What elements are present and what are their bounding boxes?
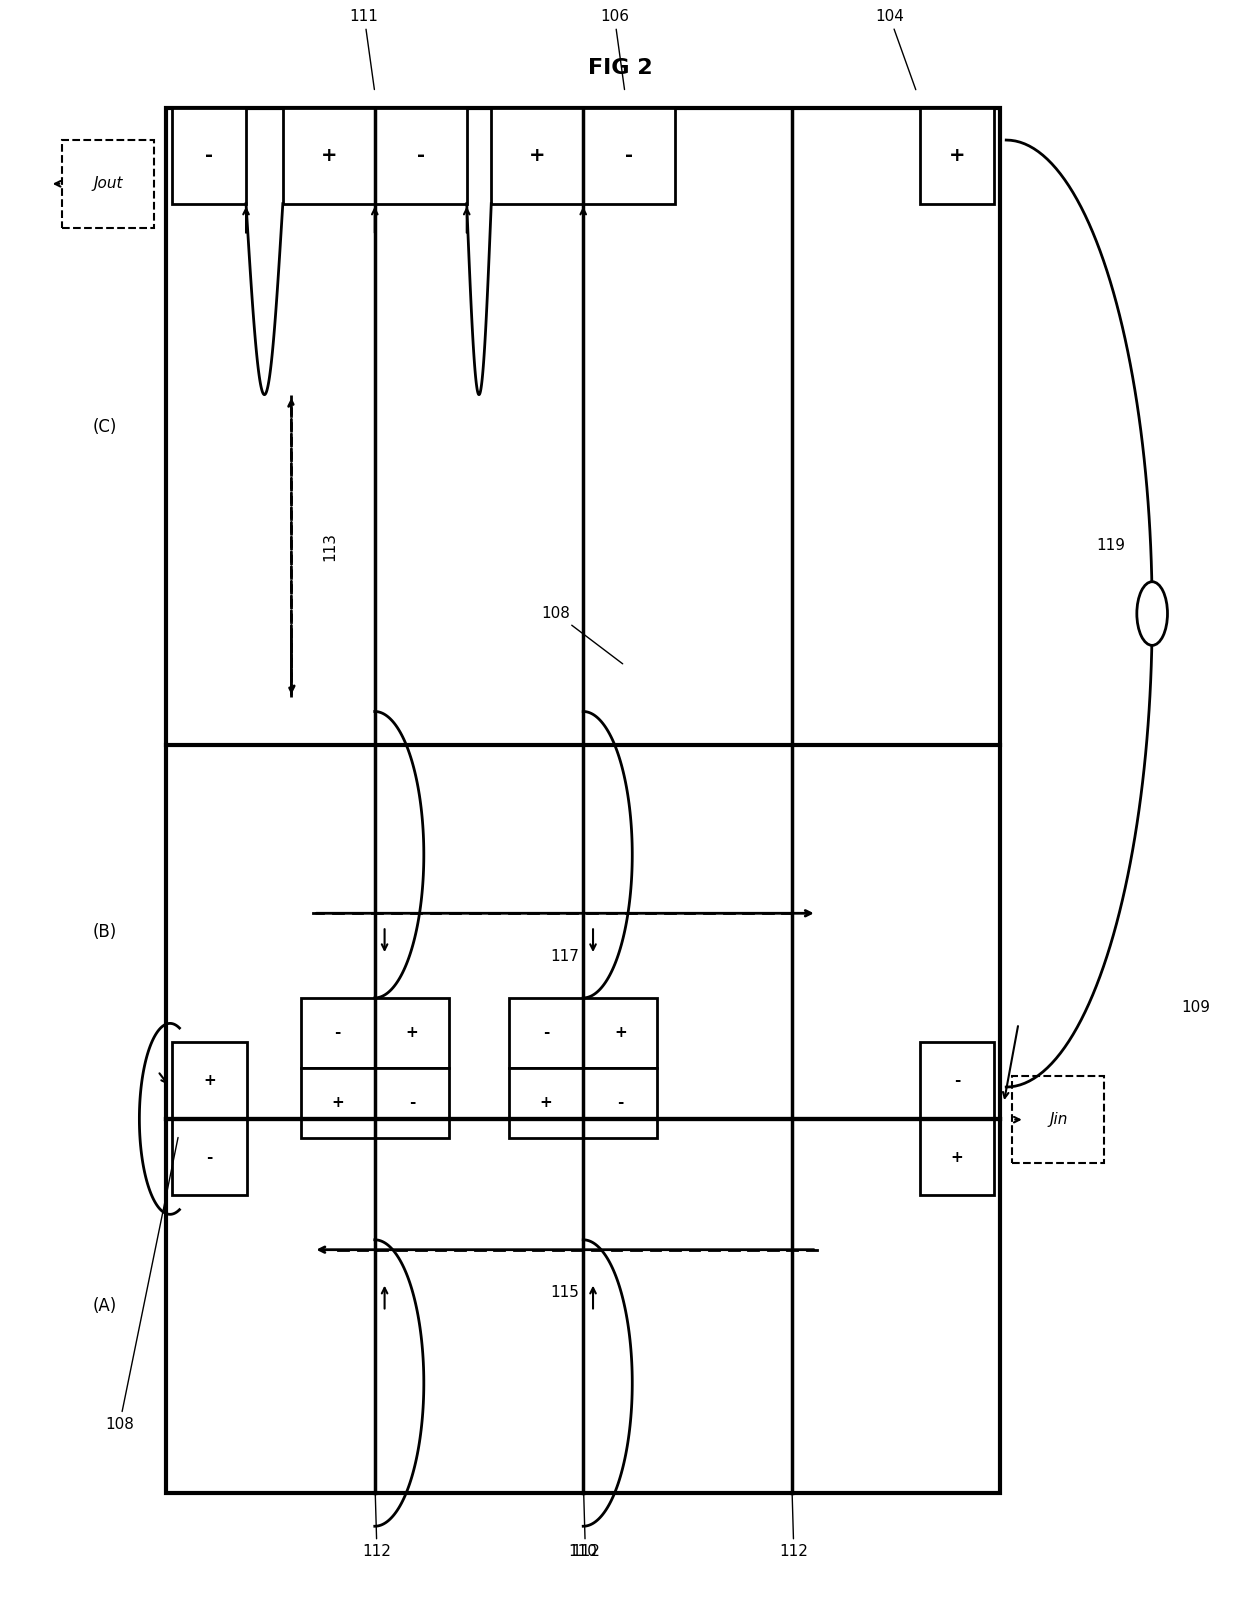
Text: -: -: [417, 147, 425, 166]
Bar: [374, 108, 466, 203]
Text: 112: 112: [362, 1479, 392, 1559]
Text: +: +: [331, 1095, 343, 1110]
Bar: [172, 1120, 247, 1195]
Bar: [172, 108, 246, 203]
Text: 117: 117: [551, 949, 579, 963]
Text: Jin: Jin: [1049, 1112, 1068, 1128]
Text: -: -: [954, 1073, 960, 1087]
Text: 119: 119: [1096, 538, 1125, 553]
Bar: [172, 1042, 247, 1120]
Bar: [583, 108, 675, 203]
Text: +: +: [951, 1150, 963, 1165]
Text: -: -: [618, 1095, 624, 1110]
Bar: [300, 997, 374, 1068]
Text: -: -: [206, 147, 213, 166]
Text: +: +: [614, 1026, 626, 1041]
Bar: [510, 997, 583, 1068]
Text: (A): (A): [93, 1297, 117, 1315]
Text: -: -: [409, 1095, 415, 1110]
Text: 113: 113: [322, 532, 337, 561]
Text: 111: 111: [350, 8, 378, 90]
Ellipse shape: [1137, 582, 1168, 646]
Bar: [920, 1042, 994, 1120]
Text: 106: 106: [600, 8, 629, 90]
Bar: [920, 108, 994, 203]
Bar: [300, 1068, 374, 1137]
Text: +: +: [405, 1026, 418, 1041]
Text: +: +: [203, 1073, 216, 1087]
Text: +: +: [539, 1095, 553, 1110]
Bar: [374, 997, 449, 1068]
Text: -: -: [335, 1026, 341, 1041]
Bar: [374, 1068, 449, 1137]
Bar: [920, 1120, 994, 1195]
Text: -: -: [625, 147, 634, 166]
Text: 108: 108: [542, 606, 622, 664]
Bar: [510, 1068, 583, 1137]
Bar: [62, 140, 154, 227]
Bar: [583, 997, 657, 1068]
Text: 112: 112: [780, 1479, 808, 1559]
Text: 104: 104: [875, 8, 916, 90]
Text: FIG 2: FIG 2: [588, 58, 652, 79]
Text: (B): (B): [93, 923, 117, 941]
Text: +: +: [321, 147, 337, 166]
Text: Jout: Jout: [93, 176, 123, 192]
Text: 112: 112: [570, 1479, 600, 1559]
Text: -: -: [206, 1150, 213, 1165]
Bar: [491, 108, 583, 203]
Text: +: +: [949, 147, 966, 166]
Text: 108: 108: [105, 1137, 179, 1432]
Text: 115: 115: [551, 1286, 579, 1300]
Bar: [283, 108, 374, 203]
Text: +: +: [529, 147, 546, 166]
Bar: [166, 108, 1001, 1493]
Text: 110: 110: [569, 1545, 598, 1559]
Text: (C): (C): [93, 417, 118, 435]
Bar: [1012, 1076, 1105, 1163]
Bar: [583, 1068, 657, 1137]
Text: 109: 109: [1182, 999, 1210, 1015]
Text: -: -: [543, 1026, 549, 1041]
